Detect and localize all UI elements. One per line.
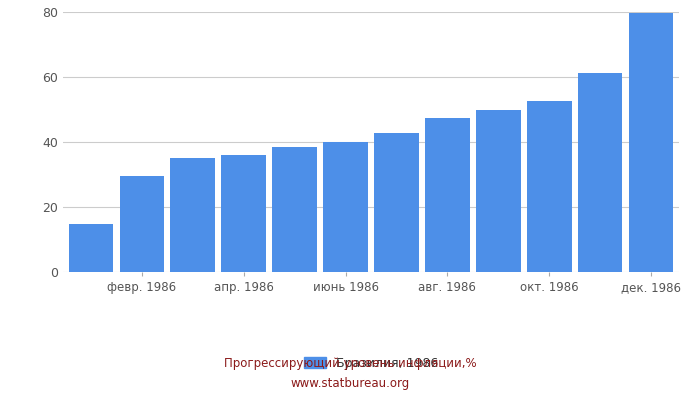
Text: www.statbureau.org: www.statbureau.org: [290, 378, 410, 390]
Bar: [476, 110, 521, 272]
Bar: [272, 146, 317, 272]
Bar: [221, 155, 266, 272]
Legend: Бразилия, 1986: Бразилия, 1986: [299, 352, 443, 375]
Bar: [425, 118, 470, 272]
Bar: [170, 158, 215, 272]
Text: Прогрессирующий уровень инфляции,%: Прогрессирующий уровень инфляции,%: [224, 358, 476, 370]
Bar: [120, 176, 164, 272]
Bar: [69, 224, 113, 272]
Bar: [527, 101, 572, 272]
Bar: [323, 142, 368, 272]
Bar: [629, 13, 673, 272]
Bar: [578, 73, 622, 272]
Bar: [374, 133, 419, 272]
